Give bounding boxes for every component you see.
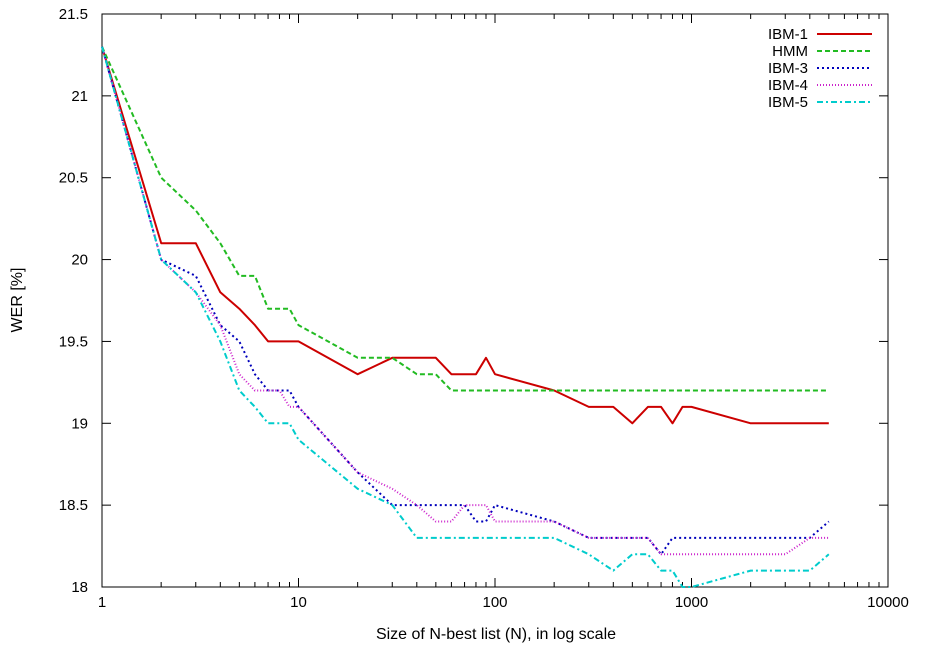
series-line-ibm-1 — [101, 46, 829, 425]
series-line-hmm — [101, 46, 829, 392]
series-line-ibm-4 — [101, 46, 829, 556]
y-tick-label: 20.5 — [59, 170, 88, 187]
x-tick-label: 1000 — [675, 594, 708, 611]
legend-label-ibm-1: IBM-1 — [768, 26, 808, 43]
series-line-ibm-5 — [101, 46, 830, 588]
x-axis-label: Size of N-best list (N), in log scale — [376, 626, 616, 643]
y-tick-label: 21 — [71, 88, 88, 105]
y-tick-label: 21.5 — [59, 6, 88, 23]
x-tick-label: 10000 — [867, 594, 909, 611]
series-line-ibm-3 — [101, 46, 830, 556]
axes-layer: 1 10 100 1000 10000 18 18.5 19 19.5 20 20.5 21 21.5 — [59, 6, 909, 611]
series-layer — [101, 46, 830, 588]
legend-label-hmm: HMM — [772, 43, 808, 60]
y-tick-label: 19 — [71, 415, 88, 432]
y-tick-label: 18.5 — [59, 497, 88, 514]
legend-label-ibm-3: IBM-3 — [768, 60, 808, 77]
y-tick-label: 20 — [71, 252, 88, 269]
x-tick-label: 100 — [482, 594, 507, 611]
y-tick-label: 19.5 — [59, 333, 88, 350]
x-tick-label: 10 — [290, 594, 307, 611]
legend-label-ibm-5: IBM-5 — [768, 94, 808, 111]
y-axis-label: WER [%] — [9, 268, 26, 333]
x-tick-label: 1 — [98, 594, 106, 611]
y-tick-label: 18 — [71, 579, 88, 596]
legend-label-ibm-4: IBM-4 — [768, 77, 808, 94]
